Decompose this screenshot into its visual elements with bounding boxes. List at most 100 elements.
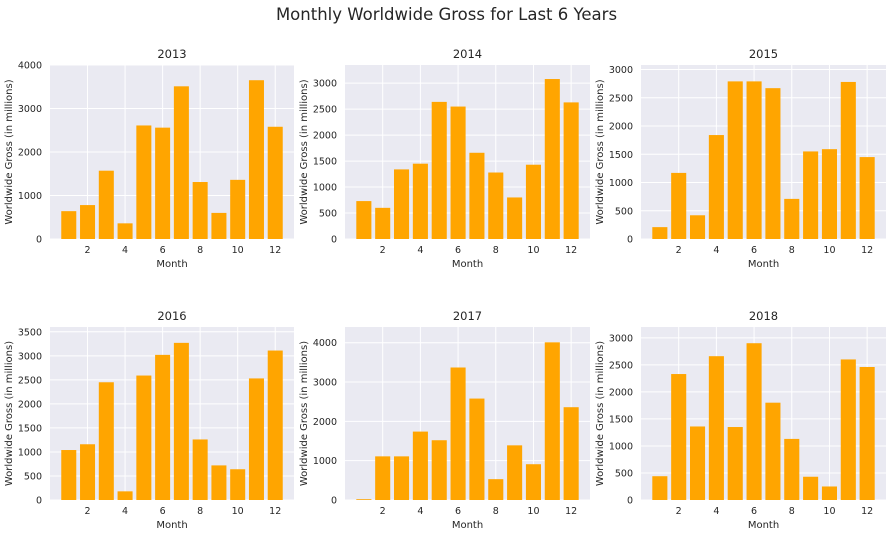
x-axis-label: Month — [452, 520, 483, 531]
bar-month-7 — [469, 398, 485, 500]
y-tick-label: 3500 — [18, 327, 42, 338]
bar-month-2 — [80, 205, 96, 239]
y-tick-label: 3000 — [609, 65, 633, 76]
y-tick-label: 0 — [627, 496, 633, 507]
bar-month-3 — [394, 456, 410, 500]
bar-month-11 — [840, 81, 856, 239]
x-tick-label: 2 — [380, 506, 386, 517]
y-tick-label: 1000 — [313, 183, 337, 194]
bar-month-8 — [488, 172, 504, 239]
subplot-2016: 0 500 1000 1500 2000 2500 3000 3500 2 4 6 8 10 12 Mont… — [4, 309, 294, 531]
bar-month-11 — [248, 378, 264, 500]
y-tick-label: 2500 — [18, 375, 42, 386]
bar-month-5 — [431, 440, 447, 500]
x-tick-label: 4 — [713, 245, 719, 256]
bar-month-9 — [507, 197, 523, 239]
subplot-2017: 0 1000 2000 3000 4000 2 4 6 8 10 12 Month Worldwide … — [299, 309, 590, 531]
y-tick-label: 1000 — [609, 178, 633, 189]
bar-month-3 — [394, 169, 410, 239]
bar-month-4 — [708, 356, 724, 500]
y-axis-label: Worldwide Gross (in millions) — [595, 79, 606, 224]
bar-month-7 — [469, 152, 485, 239]
x-tick-label: 4 — [713, 506, 719, 517]
y-tick-label: 0 — [36, 235, 42, 246]
x-tick-label: 12 — [269, 506, 281, 517]
x-tick-label: 12 — [565, 245, 577, 256]
y-tick-label: 3000 — [313, 79, 337, 90]
x-tick-label: 2 — [85, 245, 91, 256]
bar-month-2 — [375, 456, 391, 500]
y-tick-label: 2000 — [313, 417, 337, 428]
x-tick-label: 8 — [789, 245, 795, 256]
x-axis-label: Month — [452, 259, 483, 270]
y-tick-label: 1500 — [313, 157, 337, 168]
bar-month-1 — [61, 450, 77, 500]
x-tick-label: 8 — [197, 245, 203, 256]
y-axis-label: Worldwide Gross (in millions) — [299, 79, 310, 224]
bar-month-4 — [412, 431, 428, 500]
y-tick-label: 2500 — [609, 360, 633, 371]
x-axis-label: Month — [156, 259, 187, 270]
bar-month-6 — [155, 127, 171, 239]
bar-month-10 — [525, 464, 541, 500]
x-tick-label: 10 — [823, 506, 835, 517]
bar-month-8 — [784, 198, 800, 239]
bar-month-10 — [230, 469, 246, 500]
bar-month-9 — [803, 151, 819, 239]
bar-month-4 — [708, 135, 724, 239]
x-tick-label: 4 — [122, 245, 128, 256]
bar-month-2 — [375, 207, 391, 239]
bar-month-12 — [267, 126, 283, 239]
x-tick-label: 2 — [676, 245, 682, 256]
bar-month-12 — [563, 407, 579, 500]
subplot-2018: 0 500 1000 1500 2000 2500 3000 2 4 6 8 10 12 Month Wor… — [595, 309, 886, 531]
bar-month-2 — [671, 374, 687, 500]
y-tick-label: 0 — [627, 235, 633, 246]
x-tick-label: 8 — [197, 506, 203, 517]
x-tick-label: 10 — [232, 506, 244, 517]
bar-month-7 — [173, 86, 189, 239]
subplot-title: 2013 — [157, 47, 186, 61]
x-axis-label: Month — [748, 520, 779, 531]
bar-month-1 — [652, 227, 668, 239]
subplot-2013: 0 1000 2000 3000 4000 2 4 6 8 10 12 Month Worldwide … — [4, 47, 294, 270]
bar-month-2 — [671, 172, 687, 239]
bar-month-7 — [173, 342, 189, 500]
y-tick-label: 2500 — [313, 105, 337, 116]
x-tick-label: 10 — [527, 245, 539, 256]
x-tick-label: 2 — [380, 245, 386, 256]
bar-month-9 — [211, 212, 227, 239]
bar-month-4 — [412, 163, 428, 239]
x-tick-label: 4 — [122, 506, 128, 517]
bar-month-1 — [61, 211, 77, 239]
x-tick-label: 4 — [417, 245, 423, 256]
bar-month-12 — [563, 102, 579, 239]
y-tick-label: 1000 — [18, 191, 42, 202]
bar-month-5 — [727, 81, 743, 239]
x-tick-label: 12 — [861, 245, 873, 256]
bar-month-12 — [859, 367, 875, 500]
bar-month-1 — [356, 499, 372, 500]
bar-month-3 — [98, 170, 114, 239]
y-tick-label: 0 — [331, 235, 337, 246]
bar-month-11 — [544, 79, 560, 239]
x-axis-label: Month — [156, 520, 187, 531]
bar-month-10 — [525, 164, 541, 239]
y-tick-label: 3000 — [609, 333, 633, 344]
y-axis-label: Worldwide Gross (in millions) — [4, 79, 15, 224]
y-tick-label: 2000 — [609, 122, 633, 133]
bar-month-8 — [784, 438, 800, 500]
y-tick-label: 2000 — [18, 399, 42, 410]
y-tick-label: 3000 — [313, 378, 337, 389]
bar-month-3 — [690, 426, 706, 500]
bar-month-7 — [765, 88, 781, 239]
bar-month-9 — [803, 476, 819, 500]
subplot-title: 2016 — [157, 309, 186, 323]
x-tick-label: 6 — [751, 506, 757, 517]
subplot-title: 2018 — [749, 309, 778, 323]
bar-month-8 — [192, 439, 208, 500]
bar-month-3 — [690, 215, 706, 239]
y-tick-label: 500 — [615, 206, 633, 217]
figure-title: Monthly Worldwide Gross for Last 6 Years — [275, 5, 618, 24]
